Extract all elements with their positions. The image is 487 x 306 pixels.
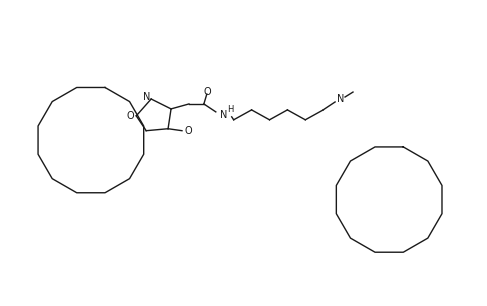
Text: H: H	[227, 105, 234, 114]
Text: O: O	[184, 126, 192, 136]
Text: O: O	[127, 111, 134, 121]
Text: N: N	[144, 92, 151, 102]
Text: N: N	[220, 110, 227, 120]
Text: N: N	[337, 94, 345, 104]
Text: O: O	[203, 87, 211, 97]
